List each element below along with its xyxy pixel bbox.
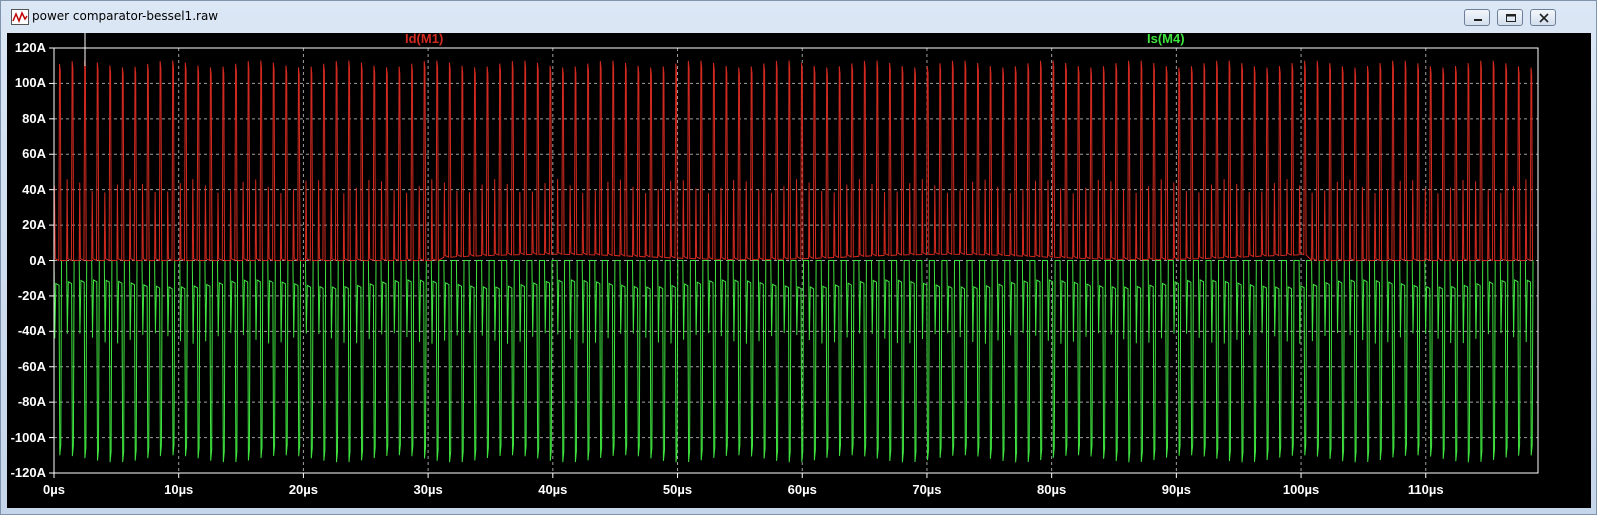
y-tick-label: -100A [10,429,46,445]
y-tick-label: 120A [14,40,46,55]
minimize-button[interactable] [1464,9,1490,26]
x-tick-label: 100µs [1282,482,1320,497]
x-tick-label: 0µs [43,482,65,497]
x-tick-label: 40µs [538,482,568,497]
x-tick-label: 90µs [1161,482,1191,497]
waveform-plot[interactable] [7,33,1591,508]
y-tick-label: -80A [17,394,46,410]
x-tick-label: 10µs [164,482,194,497]
title-bar[interactable]: power comparator-bessel1.raw [1,1,1596,33]
x-tick-label: 80µs [1037,482,1067,497]
y-tick-label: 0A [29,252,46,268]
x-tick-label: 20µs [288,482,318,497]
waveform-icon [11,9,29,25]
x-tick-label: 70µs [912,482,942,497]
restore-icon [1506,14,1516,22]
close-icon [1539,13,1549,23]
trace-label-id-m1[interactable]: Id(M1) [405,31,444,46]
y-tick-label: -120A [10,465,46,480]
y-tick-label: 40A [22,181,46,197]
x-tick-label: 50µs [662,482,693,497]
trace-is-m4 [53,260,1534,463]
window-title: power comparator-bessel1.raw [32,9,219,23]
x-tick-label: 60µs [787,482,817,497]
x-tick-label: 110µs [1407,482,1444,497]
y-tick-label: -20A [17,287,46,303]
x-tick-label: 30µs [413,482,443,497]
plot-area[interactable]: 120A 100A 80A 60A 40A 20A 0A -20A -40A -60A -80A -1… [7,31,1591,508]
y-tick-label: 100A [14,75,46,91]
minimize-icon [1474,19,1482,21]
y-tick-label: 80A [22,110,46,126]
y-tick-label: -40A [17,323,46,339]
close-button[interactable] [1530,9,1556,26]
restore-button[interactable] [1497,9,1523,26]
trace-id-m1 [53,60,1533,262]
plot-border [53,47,1539,474]
y-tick-label: -60A [17,358,46,374]
y-tick-label: 20A [22,217,46,233]
trace-label-is-m4[interactable]: Is(M4) [1147,31,1185,46]
y-tick-label: 60A [22,146,46,162]
